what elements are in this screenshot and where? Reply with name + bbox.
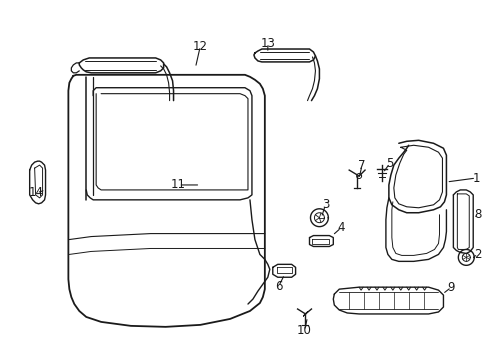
Text: 12: 12	[192, 40, 207, 53]
Text: 6: 6	[274, 280, 282, 293]
Text: 14: 14	[29, 186, 44, 199]
Text: 3: 3	[321, 198, 328, 211]
Text: 5: 5	[386, 157, 393, 170]
Text: 10: 10	[297, 324, 311, 337]
Text: 7: 7	[358, 159, 365, 172]
Text: 2: 2	[473, 248, 481, 261]
Text: 8: 8	[473, 208, 481, 221]
Text: 4: 4	[337, 221, 345, 234]
Text: 13: 13	[260, 37, 275, 50]
Text: 1: 1	[471, 171, 479, 185]
Text: 9: 9	[447, 281, 454, 294]
Text: 11: 11	[171, 179, 185, 192]
